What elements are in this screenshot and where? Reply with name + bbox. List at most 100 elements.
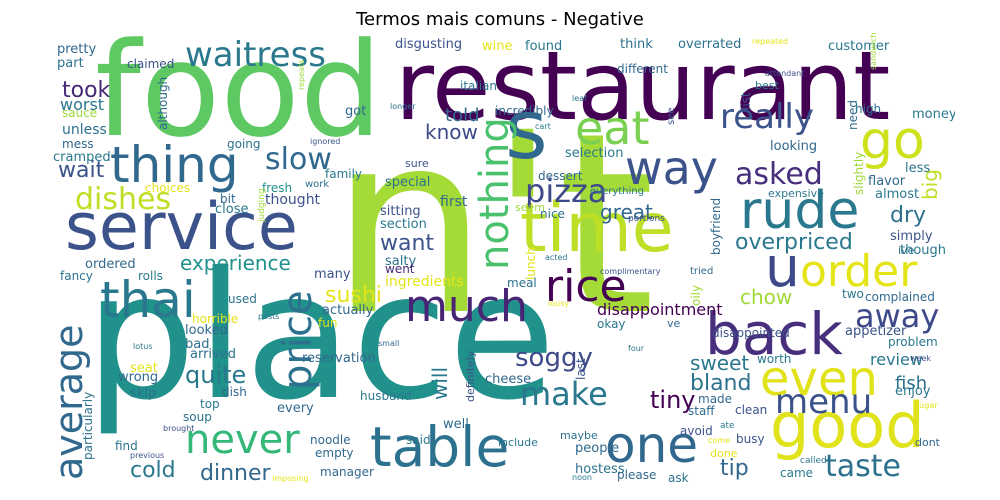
word-got: got (345, 104, 367, 119)
word-took: took (62, 78, 111, 103)
word-really: really (720, 97, 814, 137)
word-family: family (325, 167, 363, 181)
word-selection: selection (565, 146, 624, 161)
word-last: last (574, 358, 588, 380)
word-price: price (275, 290, 321, 390)
word-first: first (440, 194, 468, 210)
word-lousy: lousy (548, 299, 570, 308)
word-ive: ive (898, 244, 915, 257)
word-horrible: horrible (192, 312, 239, 326)
word-previous: previous (130, 451, 165, 460)
word-money: money (912, 107, 955, 122)
word-dinner: dinner (200, 461, 271, 486)
word-repeats: repeats (297, 59, 306, 90)
word-meal: meal (507, 276, 537, 290)
word-actually: actually (322, 303, 374, 318)
word-less: less (905, 161, 931, 176)
word-manager: manager (320, 465, 374, 479)
word-rolls: rolls (138, 269, 163, 283)
word-overrated: overrated (678, 37, 742, 52)
word-many: many (314, 267, 351, 282)
word-way: way (625, 141, 719, 195)
word-away: away (855, 297, 940, 335)
word-overpriced: overpriced (735, 230, 853, 255)
word-looked: looked (185, 323, 228, 338)
word-flavor: flavor (868, 174, 906, 189)
word-pizza: pizza (525, 172, 608, 210)
word-pretty: pretty (57, 42, 97, 57)
word-find: find (115, 439, 138, 453)
word-said: said (406, 433, 431, 447)
word-want: want (380, 231, 435, 256)
word-dishes: dishes (75, 182, 172, 217)
word-dont: dont (915, 436, 940, 449)
word-restaurant: restaurant (395, 33, 891, 142)
word-everything: everything (590, 186, 644, 197)
word-dish: dish (222, 385, 247, 399)
word-order: order (800, 246, 918, 297)
word-nice: nice (540, 207, 565, 221)
word-wine: wine (482, 39, 513, 54)
word-small: small (378, 339, 400, 348)
word-avoid: avoid (680, 424, 713, 438)
word-nothing: nothing (472, 117, 518, 270)
word-tip: tip (720, 456, 749, 481)
word-staff: staff (688, 404, 715, 418)
word-waitress: waitress (185, 35, 326, 75)
word-tried: tried (690, 266, 714, 277)
word-particularly: particularly (81, 391, 95, 460)
word-dessert: dessert (538, 169, 583, 183)
word-high: high (855, 102, 882, 116)
word-will: will (428, 366, 452, 400)
word-ordered: ordered (85, 257, 136, 272)
word-s: s (505, 83, 548, 178)
word-went: went (385, 262, 415, 276)
word-italian: italian (460, 79, 498, 93)
word-okay: okay (597, 317, 626, 331)
word-going: going (227, 137, 261, 151)
word-maybe: maybe (560, 429, 598, 442)
word-week: week (910, 354, 932, 363)
word-salty: salty (385, 254, 417, 269)
word-sushi: sushi (325, 283, 382, 308)
word-slightly: slightly (852, 151, 866, 195)
word-came: came (780, 466, 814, 480)
word-rude: rude (740, 181, 860, 241)
word-complimentary: complimentary (600, 267, 661, 276)
word-top: top (200, 397, 220, 411)
word-noon: noon (572, 473, 592, 482)
word-almost: almost (875, 187, 920, 202)
word-fish: fish (895, 373, 928, 394)
word-ignored: ignored (310, 137, 341, 146)
word-bad: bad (185, 337, 210, 352)
word-found: found (525, 39, 563, 54)
word-busy: busy (736, 432, 765, 446)
word-make: make (520, 375, 608, 413)
word-great: great (600, 200, 653, 224)
word-slow: slow (265, 142, 332, 177)
word-brought: brought (163, 424, 195, 433)
word-husband: husband (360, 389, 412, 403)
word-expensive: expensive (768, 187, 824, 200)
word-every: every (277, 401, 314, 416)
word-four: four (628, 344, 645, 353)
word-simply: simply (890, 229, 933, 244)
word-fun: fun (318, 316, 338, 330)
word-seat: seat (130, 361, 158, 376)
word-eat: eat (575, 101, 650, 155)
word-called: called (800, 456, 827, 466)
word-never: never (185, 417, 300, 463)
word-good: good (770, 389, 925, 462)
word-thought: thought (265, 192, 321, 208)
word-dry: dry (890, 203, 927, 228)
word-menu: menu (775, 382, 873, 422)
word-come: come (708, 436, 731, 445)
chart-title: Termos mais comuns - Negative (356, 9, 644, 30)
word-incredibly: incredibly (495, 104, 554, 118)
word-food: food (95, 33, 383, 166)
word-leaf: leaf (572, 94, 587, 103)
word-sugar: sugar (915, 401, 938, 410)
word-place: place (85, 236, 556, 439)
word-thai: thai (100, 271, 196, 329)
word-go: go (860, 111, 925, 171)
